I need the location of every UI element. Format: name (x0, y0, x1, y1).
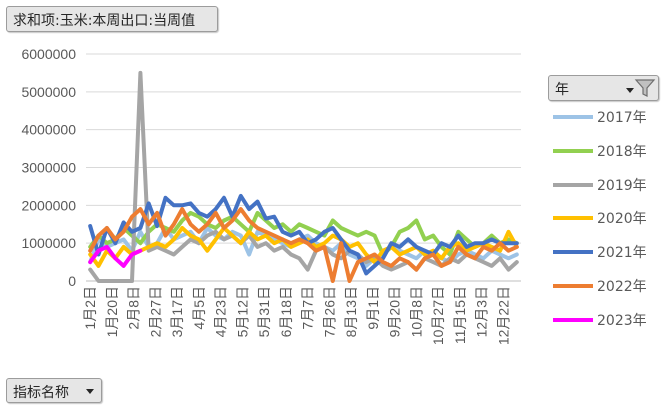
legend-swatch (553, 182, 593, 187)
legend-swatch (553, 148, 593, 153)
legend-swatch (553, 216, 593, 221)
dropdown-arrow-icon (626, 88, 634, 93)
legend-swatch (553, 284, 593, 288)
row-field-button[interactable]: 指标名称 (6, 378, 102, 403)
x-tick-label: 12月22日 (495, 286, 511, 345)
x-tick-label: 11月15日 (452, 286, 468, 344)
x-tick-label: 4月23日 (213, 286, 229, 337)
x-tick-label: 2月8日 (126, 286, 142, 330)
legend-field-button[interactable]: 年 (548, 75, 659, 101)
x-tick-label: 4月5日 (191, 286, 207, 330)
x-tick-label: 8月13日 (343, 286, 359, 337)
x-tick-label: 7月26日 (321, 286, 337, 337)
x-tick-label: 9月20日 (387, 286, 403, 337)
y-tick-label: 2000000 (21, 197, 76, 213)
legend-label: 2023年 (597, 312, 647, 329)
x-tick-label: 5月31日 (256, 286, 272, 337)
y-tick-label: 3000000 (21, 160, 76, 176)
x-tick-label: 1月2日 (82, 286, 98, 330)
value-field-button[interactable]: 求和项:玉米:本周出口:当周值 (6, 6, 218, 32)
dropdown-arrow-icon (86, 389, 94, 394)
y-tick-label: 5000000 (21, 84, 76, 100)
row-field-label: 指标名称 (13, 385, 69, 401)
x-tick-label: 12月3日 (474, 286, 490, 337)
legend-swatch (553, 250, 593, 255)
y-tick-label: 1000000 (21, 235, 76, 251)
x-tick-label: 2月27日 (147, 286, 163, 337)
x-tick-label: 6月18日 (278, 286, 294, 337)
legend-label: 2019年 (597, 177, 647, 194)
x-tick-label: 7月7日 (300, 286, 316, 330)
legend-field-label: 年 (555, 82, 569, 98)
series-line-2021年 (88, 193, 519, 276)
y-tick-label: 6000000 (21, 46, 76, 62)
x-tick-label: 3月17日 (169, 286, 185, 337)
x-tick-label: 9月1日 (365, 286, 381, 330)
legend-label: 2021年 (597, 245, 647, 262)
legend-swatch (553, 317, 593, 322)
x-tick-label: 10月8日 (408, 286, 424, 337)
legend-swatch (553, 115, 593, 119)
y-tick-label: 0 (68, 273, 76, 289)
x-tick-label: 1月20日 (104, 286, 120, 337)
filter-icon (634, 79, 656, 97)
x-tick-label: 10月27日 (430, 286, 446, 345)
value-field-label: 求和项:玉米:本周出口:当周值 (13, 13, 196, 29)
legend-label: 2022年 (597, 279, 647, 295)
legend-label: 2020年 (597, 211, 647, 228)
legend-label: 2017年 (597, 110, 647, 126)
y-tick-label: 4000000 (21, 122, 76, 138)
series-line-2022年 (88, 207, 519, 283)
x-tick-label: 5月12日 (234, 286, 250, 337)
series-line-2023年 (88, 244, 143, 268)
legend-label: 2018年 (597, 143, 647, 160)
